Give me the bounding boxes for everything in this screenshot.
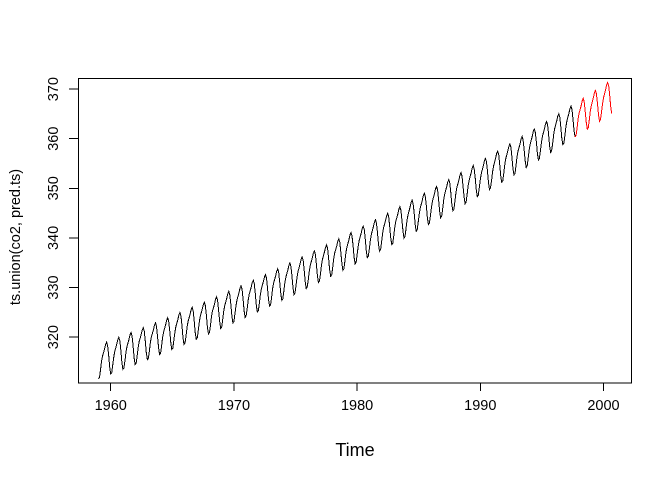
svg-text:340: 340 — [46, 226, 62, 250]
svg-text:360: 360 — [46, 127, 62, 151]
svg-text:1990: 1990 — [464, 398, 496, 414]
svg-text:1960: 1960 — [95, 398, 127, 414]
svg-text:ts.union(co2, pred.ts): ts.union(co2, pred.ts) — [8, 169, 24, 305]
svg-text:2000: 2000 — [587, 398, 619, 414]
svg-text:370: 370 — [46, 77, 62, 101]
svg-text:Time: Time — [335, 440, 374, 460]
svg-text:1980: 1980 — [341, 398, 373, 414]
svg-text:330: 330 — [46, 275, 62, 299]
svg-text:320: 320 — [46, 325, 62, 349]
svg-text:1970: 1970 — [218, 398, 250, 414]
svg-text:350: 350 — [46, 176, 62, 200]
